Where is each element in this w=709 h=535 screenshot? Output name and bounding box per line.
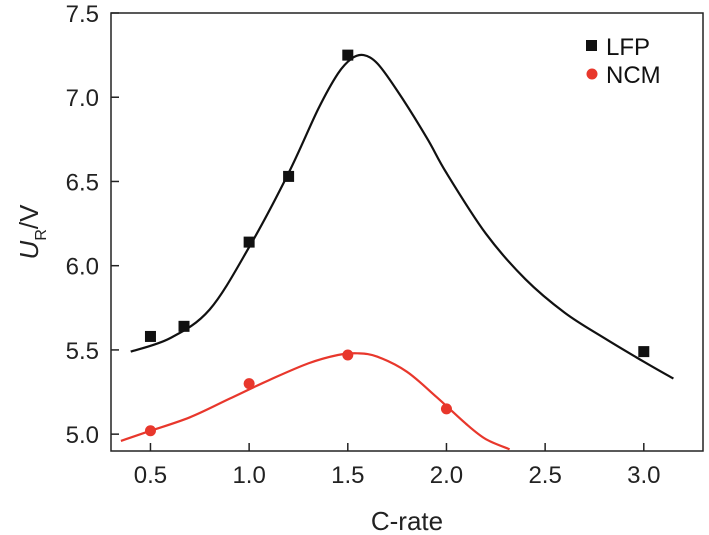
x-tick-label: 2.5: [528, 462, 561, 489]
x-tick-label: 1.0: [232, 462, 265, 489]
legend-label-ncm: NCM: [606, 62, 661, 89]
data-point-ncm: [243, 378, 255, 390]
data-point-ncm: [342, 349, 354, 361]
y-axis-title-unit: /V: [14, 204, 44, 229]
y-axis-title-main: U: [14, 240, 44, 259]
data-markers: [144, 49, 650, 437]
x-tick-label: 0.5: [134, 462, 167, 489]
data-point-lfp: [342, 49, 354, 61]
axis-ticks: 0.5 1.0 1.5 2.0 2.5 3.0 5.0 5.5 6.0 6.5 7.0 7.5: [66, 1, 661, 489]
fit-curves: [120, 53, 674, 451]
fit-line-lfp: [130, 53, 674, 380]
y-tick-label: 6.0: [66, 254, 99, 281]
y-tick-label: 7.5: [66, 1, 99, 28]
data-point-lfp: [178, 320, 190, 332]
data-point-lfp: [283, 170, 295, 182]
legend-label-lfp: LFP: [606, 34, 650, 61]
data-point-lfp: [638, 346, 650, 358]
fit-line-ncm: [120, 352, 511, 451]
y-tick-label: 5.0: [66, 422, 99, 449]
data-point-lfp: [243, 236, 255, 248]
plot-frame: [110, 12, 704, 452]
data-point-ncm: [144, 425, 156, 437]
x-axis-title: C-rate: [371, 506, 443, 535]
legend-marker-ncm: [586, 68, 598, 80]
y-axis-title: UR/V: [14, 204, 50, 260]
data-point-ncm: [440, 403, 452, 415]
legend: LFP NCM: [586, 34, 661, 89]
x-tick-label: 3.0: [627, 462, 660, 489]
y-tick-label: 6.5: [66, 169, 99, 196]
legend-marker-lfp: [586, 40, 597, 51]
y-tick-label: 5.5: [66, 338, 99, 365]
y-tick-label: 7.0: [66, 85, 99, 112]
x-tick-label: 1.5: [331, 462, 364, 489]
data-point-lfp: [144, 330, 156, 342]
y-axis-title-sub: R: [33, 229, 50, 241]
x-tick-label: 2.0: [430, 462, 463, 489]
